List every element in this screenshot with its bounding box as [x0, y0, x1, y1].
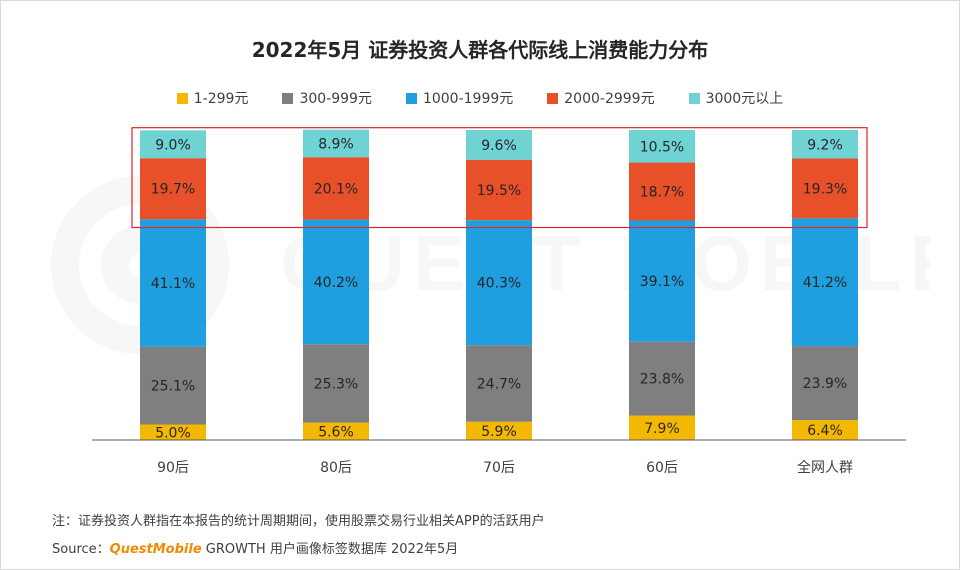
bar-segment — [466, 421, 532, 440]
bar-segment — [140, 130, 206, 159]
data-label: 23.8% — [640, 372, 684, 388]
data-label: 41.1% — [151, 276, 195, 292]
bar-segment — [792, 346, 858, 421]
highlight-box — [131, 127, 868, 229]
x-tick-label: 全网人群 — [797, 459, 853, 476]
chart-title: 2022年5月 证券投资人群各代际线上消费能力分布 — [251, 38, 709, 62]
x-tick-label: 60后 — [646, 460, 678, 476]
data-label: 10.5% — [640, 139, 684, 155]
bar-segment — [140, 346, 206, 425]
legend-label: 300-999元 — [299, 91, 372, 107]
bar-segment — [629, 220, 695, 342]
data-label: 20.1% — [314, 181, 358, 197]
bar-segment — [303, 219, 369, 345]
legend-label: 1000-1999元 — [422, 91, 514, 107]
data-label: 19.3% — [803, 181, 847, 197]
bar-segment — [140, 424, 206, 440]
source-suffix: GROWTH 用户画像标签数据库 2022年5月 — [201, 542, 459, 557]
data-label: 6.4% — [807, 423, 843, 439]
bar-segment — [140, 158, 206, 220]
bar-segment — [466, 345, 532, 422]
legend-swatch — [282, 92, 294, 104]
x-tick-label: 70后 — [483, 460, 515, 476]
legend-item: 1-299元 — [176, 88, 249, 108]
x-tick-label: 80后 — [320, 460, 352, 476]
data-label: 8.9% — [318, 136, 354, 152]
bar-segment — [629, 341, 695, 416]
bar-segment — [303, 344, 369, 423]
data-label: 19.7% — [151, 182, 195, 198]
data-label: 5.0% — [155, 425, 191, 441]
data-label: 24.7% — [477, 376, 521, 392]
bar-segment — [629, 130, 695, 163]
bar-segment — [792, 420, 858, 440]
bar-segment — [792, 218, 858, 347]
data-label: 5.6% — [318, 424, 354, 440]
data-label: 5.9% — [481, 424, 517, 440]
data-label: 39.1% — [640, 274, 684, 290]
bar-segment — [466, 159, 532, 221]
legend-item: 3000元以上 — [688, 88, 784, 108]
legend-item: 300-999元 — [282, 88, 372, 108]
bar-segment — [466, 220, 532, 346]
bar-segment — [629, 162, 695, 221]
bar-segment — [792, 158, 858, 219]
data-label: 9.2% — [807, 137, 843, 153]
bar-segment — [629, 415, 695, 440]
legend-label: 2000-2999元 — [564, 91, 655, 107]
legend-swatch — [405, 92, 417, 104]
legend-swatch — [688, 92, 700, 104]
data-label: 9.0% — [155, 137, 191, 153]
legend-item: 2000-2999元 — [547, 88, 655, 108]
bar-segment — [140, 219, 206, 347]
data-label: 25.1% — [151, 379, 195, 395]
bar-segment — [303, 157, 369, 220]
source-prefix: Source： — [52, 542, 110, 557]
bar-segment — [466, 130, 532, 160]
data-label: 25.3% — [314, 376, 358, 392]
source-line: Source：QuestMobile GROWTH 用户画像标签数据库 2022… — [52, 538, 458, 557]
bar-segment — [303, 129, 369, 158]
x-tick-label: 90后 — [157, 460, 189, 476]
data-label: 18.7% — [640, 185, 684, 201]
legend-label: 3000元以上 — [705, 91, 784, 107]
legend-item: 1000-1999元 — [405, 88, 514, 108]
data-label: 19.5% — [477, 183, 521, 199]
data-label: 40.2% — [314, 275, 358, 291]
data-label: 40.3% — [477, 276, 521, 292]
legend-swatch — [547, 92, 559, 104]
legend: 1-299元 300-999元 1000-1999元 2000-2999元 3000元以… — [0, 88, 960, 108]
data-label: 23.9% — [803, 376, 847, 392]
legend-label: 1-299元 — [193, 91, 249, 107]
bar-segment — [303, 422, 369, 440]
bar-segment — [792, 130, 858, 159]
source-brand: QuestMobile — [109, 542, 202, 557]
data-label: 7.9% — [644, 421, 680, 437]
footnote: 注：证券投资人群指在本报告的统计周期期间，使用股票交易行业相关APP的活跃用户 — [52, 514, 545, 529]
data-label: 9.6% — [481, 138, 517, 154]
data-label: 41.2% — [803, 275, 847, 291]
legend-swatch — [176, 92, 188, 104]
